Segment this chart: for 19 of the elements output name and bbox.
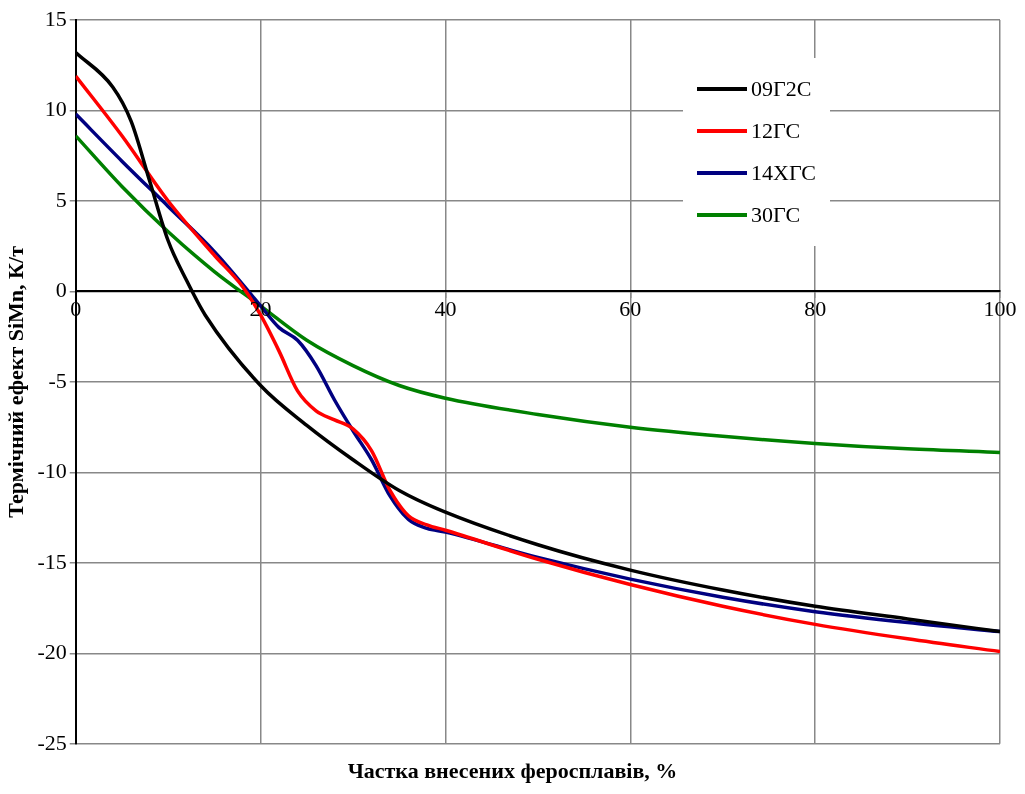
x-tick-label: 100 xyxy=(983,296,1017,322)
y-axis-title: Термічний ефект SiMn, К/т xyxy=(2,245,28,518)
y-tick-label: 15 xyxy=(44,5,67,31)
y-tick-label: 5 xyxy=(55,186,67,212)
x-tick-label: 40 xyxy=(434,296,457,322)
legend-label: 09Г2С xyxy=(751,76,812,102)
legend-label: 30ГС xyxy=(751,202,801,228)
x-axis-title: Частка внесених феросплавів, % xyxy=(346,758,679,784)
x-tick-label: 80 xyxy=(804,296,827,322)
y-tick-label: -25 xyxy=(37,729,67,755)
y-tick-label: -10 xyxy=(37,458,67,484)
legend-label: 12ГС xyxy=(751,118,801,144)
y-tick-label: 0 xyxy=(55,277,67,303)
y-tick-label: -15 xyxy=(37,548,67,574)
y-tick-label: -20 xyxy=(37,639,67,665)
legend-label: 14ХГС xyxy=(751,160,816,186)
x-tick-label: 60 xyxy=(619,296,642,322)
y-tick-label: -5 xyxy=(48,367,67,393)
y-tick-label: 10 xyxy=(44,96,67,122)
